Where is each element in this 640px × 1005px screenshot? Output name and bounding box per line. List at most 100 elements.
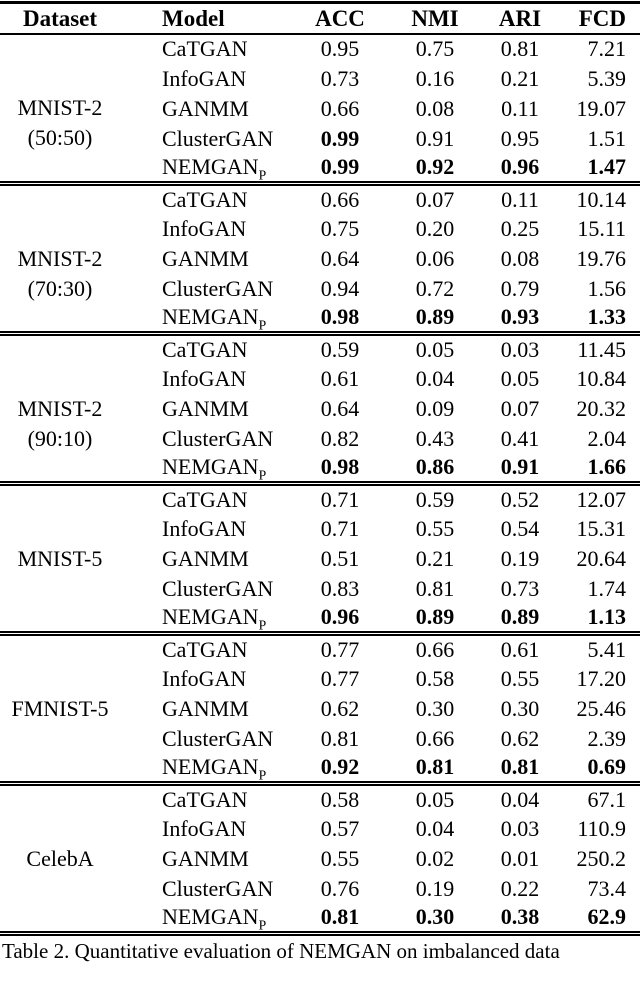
header-dataset: Dataset [22, 5, 98, 31]
model-name: NEMGANP [162, 154, 267, 183]
metric-value: 0.08 [415, 95, 455, 121]
metric-value: 15.31 [576, 515, 627, 541]
metric-value: 0.82 [320, 425, 360, 451]
metric-value: 0.81 [320, 904, 360, 930]
model-subscript: P [258, 917, 267, 933]
metric-value: 0.03 [500, 336, 540, 362]
dataset-label-line: MNIST-2 [17, 94, 103, 120]
header-acc: ACC [315, 5, 365, 31]
model-name: CaTGAN [162, 36, 248, 61]
metric-value: 0.01 [500, 845, 540, 871]
results-table: Dataset Model ACC NMI ARI FCD MNIST-2 (50:50) C… [0, 1, 640, 936]
model-name: InfoGAN [162, 665, 247, 691]
model-subscript: P [258, 467, 267, 483]
header-nmi: NMI [411, 5, 459, 31]
metric-value: 1.74 [587, 575, 627, 601]
metric-value: 17.20 [576, 665, 627, 691]
metric-value: 0.03 [500, 815, 540, 841]
table-row: GANMM 0.51 0.21 0.19 20.64 [0, 544, 640, 574]
table-row: ClusterGAN 0.81 0.66 0.62 2.39 [0, 724, 640, 754]
model-name: InfoGAN [162, 365, 247, 391]
metric-value: 5.41 [587, 636, 627, 662]
dataset-label: MNIST-5 [0, 484, 120, 634]
dataset-label: MNIST-2 (50:50) [0, 34, 120, 184]
table-row: InfoGAN 0.57 0.04 0.03 110.9 [0, 814, 640, 844]
metric-value: 0.92 [415, 154, 455, 180]
dataset-label-line: MNIST-5 [17, 545, 103, 571]
dataset-group: MNIST-2 (90:10) CaTGAN 0.59 0.05 0.03 11.45 Inf… [0, 334, 640, 484]
metric-value: 0.16 [415, 65, 455, 91]
metric-value: 0.76 [320, 875, 360, 901]
dataset-label-line: (50:50) [27, 124, 93, 150]
table-row: NEMGANP 0.98 0.89 0.93 1.33 [0, 304, 640, 334]
metric-value: 0.73 [320, 65, 360, 91]
metric-value: 0.04 [500, 786, 540, 812]
metric-value: 11.45 [577, 336, 626, 362]
table-row: InfoGAN 0.73 0.16 0.21 5.39 [0, 64, 640, 94]
table-row: ClusterGAN 0.76 0.19 0.22 73.4 [0, 874, 640, 904]
model-name: NEMGANP [162, 604, 267, 633]
metric-value: 0.06 [415, 245, 455, 271]
metric-value: 0.69 [587, 754, 627, 780]
metric-value: 1.13 [587, 604, 627, 630]
metric-value: 25.46 [576, 695, 627, 721]
metric-value: 0.71 [320, 515, 360, 541]
model-name: GANMM [162, 245, 249, 271]
metric-value: 15.11 [577, 215, 626, 241]
metric-value: 0.66 [320, 95, 360, 121]
metric-value: 0.73 [500, 575, 540, 601]
dataset-group: FMNIST-5 CaTGAN 0.77 0.66 0.61 5.41 InfoGAN 0.7… [0, 634, 640, 784]
metric-value: 0.81 [415, 575, 455, 601]
metric-value: 67.1 [587, 786, 627, 812]
header-model: Model [162, 5, 225, 31]
dataset-label-line: CelebA [26, 845, 94, 871]
metric-value: 2.04 [587, 425, 627, 451]
metric-value: 0.61 [320, 365, 360, 391]
table-caption: Table 2. Quantitative evaluation of NEMG… [2, 939, 560, 963]
metric-value: 0.96 [320, 604, 360, 630]
metric-value: 0.89 [415, 304, 455, 330]
model-name: NEMGANP [162, 304, 267, 333]
metric-value: 0.98 [320, 454, 360, 480]
metric-value: 0.96 [500, 154, 540, 180]
table-row: NEMGANP 0.98 0.86 0.91 1.66 [0, 454, 640, 484]
metric-value: 250.2 [576, 845, 627, 871]
metric-value: 7.21 [587, 36, 627, 61]
model-name: CaTGAN [162, 336, 248, 362]
metric-value: 0.19 [415, 875, 455, 901]
model-subscript: P [258, 317, 267, 333]
metric-value: 20.32 [576, 395, 627, 421]
table-header: Dataset Model ACC NMI ARI FCD [0, 3, 640, 34]
metric-value: 0.81 [320, 725, 360, 751]
dataset-label-line: (90:10) [27, 425, 93, 451]
table-row: ClusterGAN 0.82 0.43 0.41 2.04 [0, 424, 640, 454]
metric-value: 0.04 [415, 365, 455, 391]
model-name: GANMM [162, 395, 249, 421]
metric-value: 0.89 [415, 604, 455, 630]
metric-value: 1.51 [587, 125, 627, 151]
metric-value: 0.89 [500, 604, 540, 630]
table-row: MNIST-2 (50:50) CaTGAN 0.95 0.75 0.81 7.21 [0, 34, 640, 150]
model-name: ClusterGAN [162, 575, 274, 601]
model-name: GANMM [162, 545, 249, 571]
header-row: Dataset Model ACC NMI ARI FCD [0, 3, 640, 34]
metric-value: 1.66 [587, 454, 627, 480]
metric-value: 12.07 [576, 486, 627, 512]
model-name: ClusterGAN [162, 425, 274, 451]
table-row: ClusterGAN 0.99 0.91 0.95 1.51 [0, 124, 640, 154]
metric-value: 19.76 [576, 245, 627, 271]
metric-value: 0.20 [415, 215, 455, 241]
metric-value: 0.75 [320, 215, 360, 241]
metric-value: 1.33 [587, 304, 627, 330]
metric-value: 19.07 [576, 95, 627, 121]
metric-value: 0.59 [320, 336, 360, 362]
table-row: NEMGANP 0.96 0.89 0.89 1.13 [0, 604, 640, 634]
metric-value: 0.05 [500, 365, 540, 391]
table-row: ClusterGAN 0.83 0.81 0.73 1.74 [0, 574, 640, 604]
metric-value: 1.47 [587, 154, 627, 180]
metric-value: 0.95 [500, 125, 540, 151]
dataset-label: FMNIST-5 [0, 634, 120, 784]
dataset-group: MNIST-5 CaTGAN 0.71 0.59 0.52 12.07 InfoGAN 0.7… [0, 484, 640, 634]
model-name: NEMGANP [162, 454, 267, 483]
model-name: InfoGAN [162, 65, 247, 91]
